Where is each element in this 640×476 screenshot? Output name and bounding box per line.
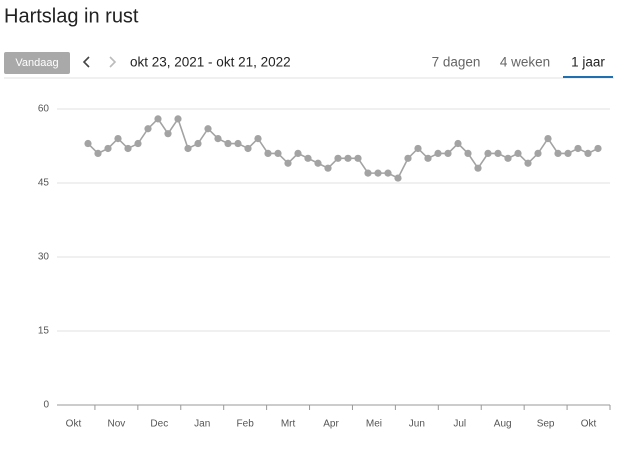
- x-tick-label: Okt: [66, 419, 82, 430]
- point: [334, 154, 342, 162]
- point: [534, 149, 542, 157]
- point: [594, 144, 602, 153]
- point: [324, 164, 332, 172]
- point: [404, 154, 412, 162]
- point: [364, 169, 372, 177]
- next-arrow[interactable]: [109, 56, 117, 68]
- prev-arrow[interactable]: [82, 56, 90, 68]
- point: [564, 149, 572, 157]
- x-tick-label: Jan: [194, 419, 210, 430]
- point: [264, 149, 272, 157]
- point: [584, 149, 592, 157]
- point: [214, 135, 222, 143]
- point: [244, 144, 252, 153]
- page-title: Hartslag in rust: [4, 5, 139, 27]
- y-tick-label: 45: [38, 178, 50, 189]
- today-button-label[interactable]: Vandaag: [15, 57, 58, 69]
- point: [424, 154, 432, 162]
- point: [284, 159, 292, 167]
- point: [554, 149, 562, 157]
- point: [314, 159, 322, 167]
- point: [464, 149, 472, 157]
- y-tick-label: 30: [38, 252, 50, 263]
- point: [224, 139, 232, 148]
- x-tick-label: Apr: [323, 419, 339, 430]
- point: [254, 135, 262, 143]
- point: [114, 135, 122, 143]
- point: [374, 169, 382, 177]
- point: [184, 144, 192, 153]
- x-tick-label: Nov: [107, 419, 125, 430]
- point: [354, 154, 362, 162]
- x-tick-label: Jun: [409, 419, 425, 430]
- point: [574, 144, 582, 153]
- line: [87, 117, 599, 180]
- point: [414, 144, 422, 153]
- point: [544, 135, 552, 143]
- range-tab[interactable]: 7 dagen: [432, 55, 481, 70]
- x-tick-label: Mei: [366, 419, 382, 430]
- x-tick-label: Mrt: [281, 419, 296, 430]
- point: [294, 149, 302, 157]
- point: [134, 139, 142, 148]
- point: [94, 149, 102, 157]
- point: [144, 125, 152, 133]
- point: [454, 139, 462, 148]
- x-tick-label: Jul: [453, 419, 466, 430]
- point: [174, 115, 182, 123]
- range-tab[interactable]: 4 weken: [500, 55, 550, 70]
- date-range: okt 23, 2021 - okt 21, 2022: [130, 55, 291, 70]
- point: [304, 154, 312, 162]
- x-tick-label: Okt: [581, 419, 597, 430]
- point: [474, 164, 482, 172]
- x-tick-label: Sep: [537, 419, 555, 430]
- point: [514, 149, 522, 157]
- point: [104, 144, 112, 153]
- point: [124, 144, 132, 153]
- point: [344, 154, 352, 162]
- point: [434, 149, 442, 157]
- y-tick-label: 15: [38, 326, 50, 337]
- range-tab[interactable]: 1 jaar: [571, 55, 605, 70]
- point: [164, 130, 172, 138]
- point: [524, 159, 532, 167]
- active-tab-underline: [563, 76, 613, 78]
- point: [494, 149, 502, 157]
- x-tick-label: Feb: [237, 419, 255, 430]
- point: [484, 149, 492, 157]
- point: [274, 149, 282, 157]
- y-tick-label: 0: [43, 400, 49, 411]
- today-button[interactable]: [4, 52, 70, 74]
- point: [154, 115, 162, 123]
- point: [504, 154, 512, 162]
- point: [394, 174, 402, 182]
- point: [194, 139, 202, 148]
- point: [384, 169, 392, 177]
- point: [84, 139, 92, 148]
- y-tick-label: 60: [38, 104, 50, 115]
- point: [234, 139, 242, 148]
- x-tick-label: Dec: [150, 419, 168, 430]
- point: [204, 125, 212, 133]
- x-tick-label: Aug: [494, 419, 512, 430]
- point: [444, 149, 452, 157]
